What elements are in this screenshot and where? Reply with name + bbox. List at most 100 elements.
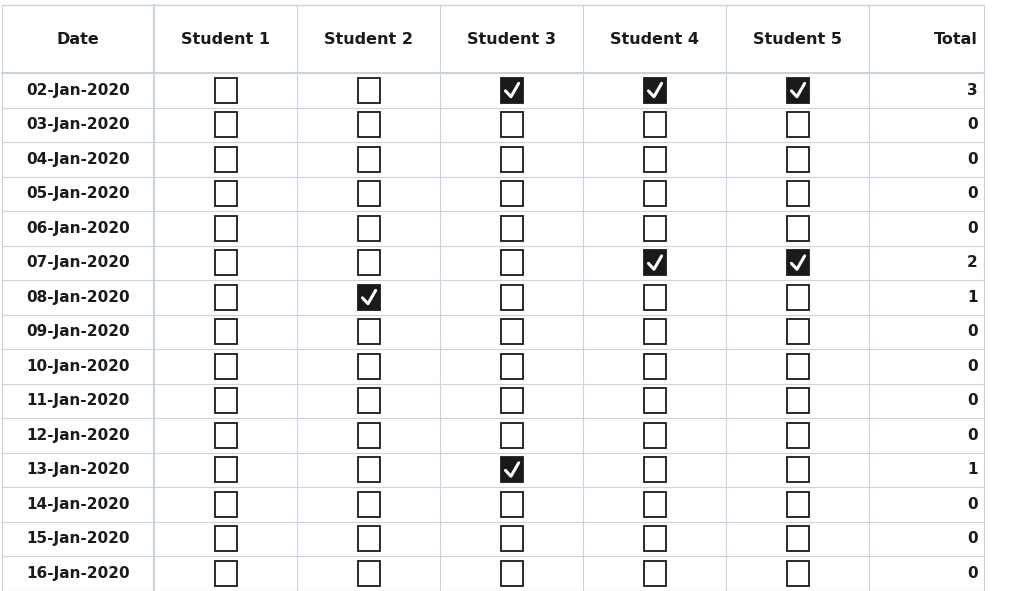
FancyBboxPatch shape xyxy=(501,354,522,379)
FancyBboxPatch shape xyxy=(357,561,380,586)
Text: 14-Jan-2020: 14-Jan-2020 xyxy=(27,497,130,512)
FancyBboxPatch shape xyxy=(214,78,237,103)
FancyBboxPatch shape xyxy=(214,181,237,206)
FancyBboxPatch shape xyxy=(214,354,237,379)
FancyBboxPatch shape xyxy=(786,285,809,310)
FancyBboxPatch shape xyxy=(214,112,237,137)
FancyBboxPatch shape xyxy=(786,354,809,379)
FancyBboxPatch shape xyxy=(501,112,522,137)
FancyBboxPatch shape xyxy=(643,216,666,241)
Text: 0: 0 xyxy=(968,324,978,339)
FancyBboxPatch shape xyxy=(786,181,809,206)
Text: 0: 0 xyxy=(968,359,978,374)
FancyBboxPatch shape xyxy=(501,181,522,206)
FancyBboxPatch shape xyxy=(357,492,380,517)
Text: 05-Jan-2020: 05-Jan-2020 xyxy=(27,186,130,202)
Text: 11-Jan-2020: 11-Jan-2020 xyxy=(27,393,130,408)
FancyBboxPatch shape xyxy=(786,216,809,241)
FancyBboxPatch shape xyxy=(214,526,237,551)
FancyBboxPatch shape xyxy=(786,147,809,172)
FancyBboxPatch shape xyxy=(643,147,666,172)
FancyBboxPatch shape xyxy=(501,457,522,482)
FancyBboxPatch shape xyxy=(643,526,666,551)
Text: 3: 3 xyxy=(968,83,978,98)
FancyBboxPatch shape xyxy=(214,561,237,586)
FancyBboxPatch shape xyxy=(501,423,522,448)
Text: 16-Jan-2020: 16-Jan-2020 xyxy=(27,566,130,581)
FancyBboxPatch shape xyxy=(214,492,237,517)
FancyBboxPatch shape xyxy=(643,423,666,448)
FancyBboxPatch shape xyxy=(357,526,380,551)
FancyBboxPatch shape xyxy=(357,457,380,482)
FancyBboxPatch shape xyxy=(214,423,237,448)
Text: 0: 0 xyxy=(968,152,978,167)
FancyBboxPatch shape xyxy=(786,423,809,448)
Text: 1: 1 xyxy=(968,462,978,478)
FancyBboxPatch shape xyxy=(357,78,380,103)
Text: 0: 0 xyxy=(968,221,978,236)
FancyBboxPatch shape xyxy=(786,526,809,551)
Text: 13-Jan-2020: 13-Jan-2020 xyxy=(27,462,130,478)
FancyBboxPatch shape xyxy=(214,250,237,275)
FancyBboxPatch shape xyxy=(501,492,522,517)
FancyBboxPatch shape xyxy=(357,147,380,172)
Text: 08-Jan-2020: 08-Jan-2020 xyxy=(27,290,130,305)
FancyBboxPatch shape xyxy=(786,78,809,103)
Text: Student 4: Student 4 xyxy=(610,31,699,47)
Text: 07-Jan-2020: 07-Jan-2020 xyxy=(27,255,130,270)
FancyBboxPatch shape xyxy=(643,354,666,379)
FancyBboxPatch shape xyxy=(786,492,809,517)
FancyBboxPatch shape xyxy=(643,457,666,482)
Text: 02-Jan-2020: 02-Jan-2020 xyxy=(27,83,130,98)
FancyBboxPatch shape xyxy=(643,181,666,206)
Text: 03-Jan-2020: 03-Jan-2020 xyxy=(27,117,130,132)
FancyBboxPatch shape xyxy=(501,561,522,586)
FancyBboxPatch shape xyxy=(786,319,809,344)
Text: 04-Jan-2020: 04-Jan-2020 xyxy=(27,152,130,167)
FancyBboxPatch shape xyxy=(786,457,809,482)
FancyBboxPatch shape xyxy=(357,181,380,206)
FancyBboxPatch shape xyxy=(501,526,522,551)
FancyBboxPatch shape xyxy=(786,388,809,413)
Text: 10-Jan-2020: 10-Jan-2020 xyxy=(27,359,130,374)
Text: 0: 0 xyxy=(968,566,978,581)
FancyBboxPatch shape xyxy=(357,388,380,413)
FancyBboxPatch shape xyxy=(643,561,666,586)
FancyBboxPatch shape xyxy=(643,112,666,137)
FancyBboxPatch shape xyxy=(214,457,237,482)
FancyBboxPatch shape xyxy=(357,354,380,379)
FancyBboxPatch shape xyxy=(214,388,237,413)
FancyBboxPatch shape xyxy=(643,78,666,103)
FancyBboxPatch shape xyxy=(214,216,237,241)
Text: 0: 0 xyxy=(968,497,978,512)
FancyBboxPatch shape xyxy=(501,319,522,344)
FancyBboxPatch shape xyxy=(214,147,237,172)
Text: 2: 2 xyxy=(968,255,978,270)
Text: 0: 0 xyxy=(968,428,978,443)
Text: Student 2: Student 2 xyxy=(324,31,413,47)
Text: Total: Total xyxy=(934,31,978,47)
Text: 0: 0 xyxy=(968,186,978,202)
FancyBboxPatch shape xyxy=(501,250,522,275)
FancyBboxPatch shape xyxy=(357,112,380,137)
Text: Student 5: Student 5 xyxy=(753,31,842,47)
Text: 09-Jan-2020: 09-Jan-2020 xyxy=(27,324,130,339)
FancyBboxPatch shape xyxy=(786,112,809,137)
FancyBboxPatch shape xyxy=(501,285,522,310)
Text: 0: 0 xyxy=(968,393,978,408)
Text: Student 1: Student 1 xyxy=(181,31,270,47)
FancyBboxPatch shape xyxy=(357,285,380,310)
FancyBboxPatch shape xyxy=(643,492,666,517)
FancyBboxPatch shape xyxy=(786,250,809,275)
Text: 06-Jan-2020: 06-Jan-2020 xyxy=(27,221,130,236)
Text: 12-Jan-2020: 12-Jan-2020 xyxy=(27,428,130,443)
FancyBboxPatch shape xyxy=(357,319,380,344)
FancyBboxPatch shape xyxy=(643,388,666,413)
FancyBboxPatch shape xyxy=(501,78,522,103)
FancyBboxPatch shape xyxy=(357,423,380,448)
FancyBboxPatch shape xyxy=(214,319,237,344)
Text: 1: 1 xyxy=(968,290,978,305)
Text: 0: 0 xyxy=(968,531,978,546)
FancyBboxPatch shape xyxy=(501,388,522,413)
Text: Student 3: Student 3 xyxy=(467,31,556,47)
